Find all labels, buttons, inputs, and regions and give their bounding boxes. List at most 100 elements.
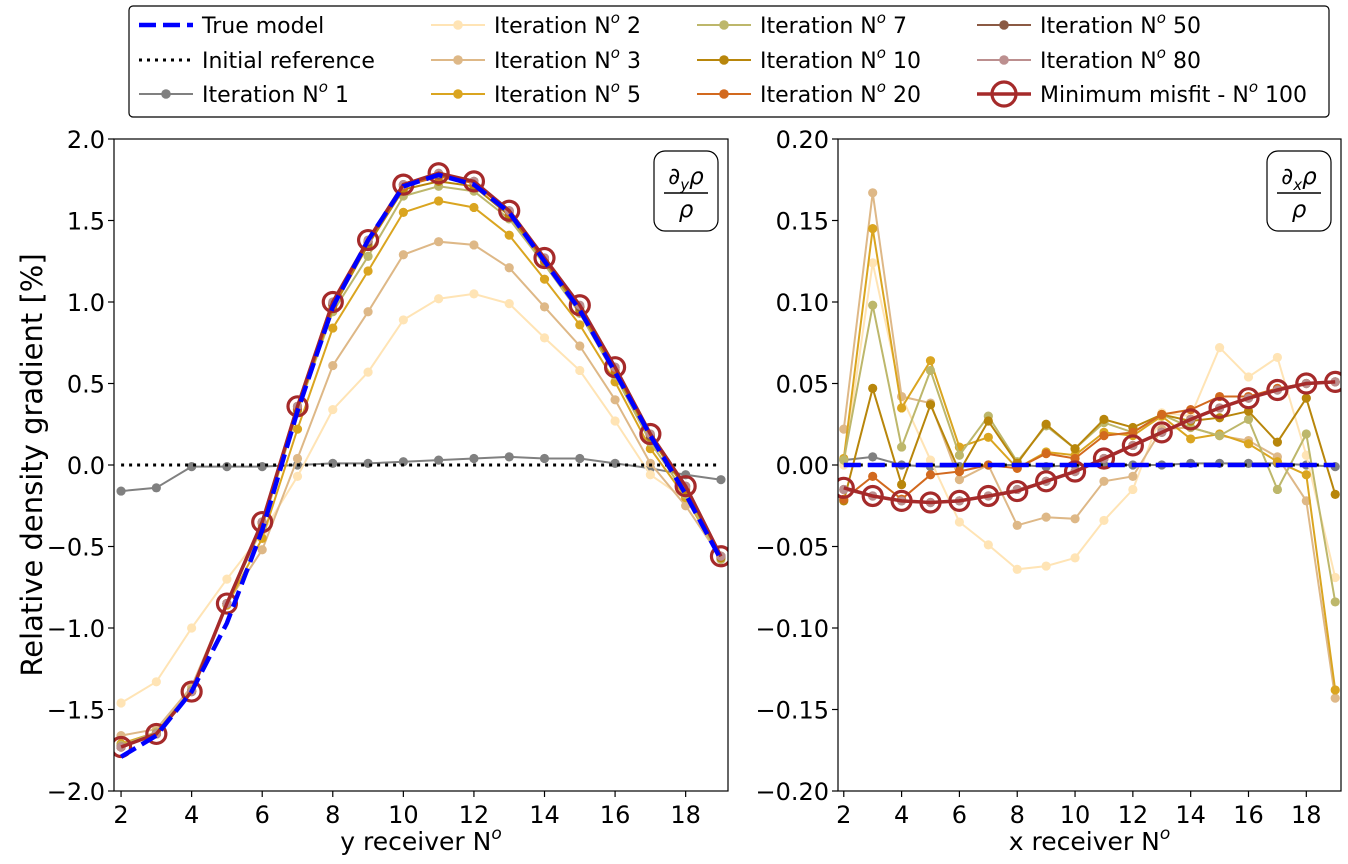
y-tick-label: 0.0	[67, 452, 105, 480]
data-point-it2	[222, 574, 232, 584]
data-point-min	[1063, 460, 1087, 483]
data-point-it2	[645, 470, 655, 480]
data-point-it7	[1330, 597, 1340, 607]
data-point-it10	[896, 479, 907, 490]
legend-marker	[161, 89, 171, 99]
y-tick-label: 0.5	[67, 371, 105, 399]
x-tick-label: 6	[952, 801, 967, 829]
data-point-it80	[1330, 377, 1340, 387]
data-point-it2	[504, 299, 514, 309]
data-point-it5	[469, 202, 479, 213]
data-point-it10	[925, 400, 936, 410]
data-point-it10	[1330, 489, 1340, 499]
data-point-it5	[983, 432, 993, 442]
y-tick-label: 0.00	[776, 452, 829, 480]
data-point-it1	[187, 462, 197, 472]
data-point-it5	[504, 230, 514, 240]
x-tick-label: 16	[600, 801, 631, 829]
data-point-it7	[1272, 484, 1283, 495]
data-point-min	[977, 484, 1000, 508]
legend-entry-it5: Iteration No 5	[431, 78, 641, 108]
legend-label: Iteration No 7	[760, 9, 907, 39]
data-point-it7	[1301, 429, 1311, 439]
data-point-it7	[868, 300, 878, 310]
y-gradient-plot-area	[114, 162, 728, 759]
legend-entry-it50: Iteration No 50	[977, 9, 1201, 39]
x-tick-label: 4	[184, 801, 199, 829]
data-point-it3	[1330, 693, 1340, 703]
data-point-it5	[434, 196, 444, 206]
y-gradient-annotation: ∂yρ ρ	[653, 150, 719, 232]
data-point-it1	[151, 483, 161, 493]
x-tick-label: 18	[1291, 801, 1322, 829]
y-axis-label: Relative density gradient [%]	[15, 253, 49, 676]
y-tick-label: 2.0	[67, 126, 105, 154]
data-point-min	[180, 680, 203, 703]
data-point-it1	[398, 457, 408, 467]
x-gradient-series-it2	[839, 258, 1340, 583]
data-point-it2	[954, 517, 965, 527]
legend-entry-it1: Iteration No 1	[139, 78, 349, 108]
data-point-it10	[1301, 393, 1311, 403]
data-point-min	[1324, 370, 1341, 393]
data-point-it7	[839, 455, 849, 465]
series-line-it1	[121, 455, 722, 493]
annotation-box	[653, 150, 719, 232]
data-point-it2	[1128, 484, 1138, 495]
x-axis-label: y receiver No	[340, 824, 501, 856]
data-point-it5	[363, 266, 373, 276]
legend-entry-it10: Iteration No 10	[697, 44, 921, 74]
data-point-it1	[222, 462, 232, 472]
data-point-it3	[1070, 514, 1080, 524]
data-point-min	[321, 290, 344, 314]
series-line-true	[119, 172, 723, 759]
x-tick-label: 2	[113, 801, 128, 829]
data-point-it3	[398, 250, 408, 260]
data-point-min	[838, 476, 855, 499]
legend-label: Initial reference	[202, 49, 375, 74]
x-gradient-series-min	[838, 370, 1341, 514]
data-point-it20	[868, 471, 878, 482]
x-tick-label: 12	[1118, 801, 1149, 829]
legend-label: Iteration No 80	[1040, 44, 1201, 74]
legend-label: Minimum misfit - No 100	[1040, 78, 1307, 108]
data-point-it2	[1041, 561, 1051, 571]
annotation-denominator: ρ	[679, 197, 694, 223]
data-point-it1	[1243, 458, 1254, 468]
y-tick-label: 0.10	[776, 289, 829, 317]
data-point-it2	[1214, 343, 1225, 353]
data-point-it2	[610, 416, 620, 426]
data-point-min	[533, 246, 556, 270]
x-tick-label: 4	[894, 801, 909, 829]
series-line-it3	[842, 192, 1337, 699]
y-tick-label: 0.20	[776, 126, 829, 154]
data-point-it3	[504, 263, 514, 273]
data-point-it2	[469, 289, 479, 299]
x-tick-label: 18	[670, 801, 701, 829]
data-point-it1	[504, 452, 514, 462]
y-gradient-panel: 2 4 6 8 10 12 14 16 18 −2.0 −1.5 −1.0 −0.5 0.0 0.5 1.0 1…	[47, 126, 729, 856]
y-gradient-series-true	[119, 172, 723, 759]
data-point-it1	[610, 458, 620, 468]
series-line-it7	[842, 305, 1337, 603]
data-point-it1	[328, 458, 338, 468]
data-point-it3	[292, 453, 303, 464]
data-point-it3	[868, 188, 878, 198]
data-point-it5	[292, 424, 303, 434]
y-tick-label: −0.5	[47, 534, 105, 562]
data-point-min	[427, 162, 450, 185]
data-point-it5	[896, 403, 907, 413]
data-point-it5	[1243, 439, 1254, 449]
annotation-denominator: ρ	[1292, 197, 1307, 223]
data-point-min	[1035, 470, 1058, 493]
legend-label: Iteration No 2	[494, 9, 641, 39]
data-point-min	[639, 422, 662, 446]
data-point-min	[709, 545, 728, 568]
data-point-min	[919, 491, 942, 514]
data-point-it2	[575, 365, 585, 376]
series-line-it2	[842, 262, 1337, 578]
data-point-it7	[925, 365, 936, 376]
y-tick-label: −2.0	[47, 778, 105, 806]
data-point-min	[498, 199, 521, 222]
